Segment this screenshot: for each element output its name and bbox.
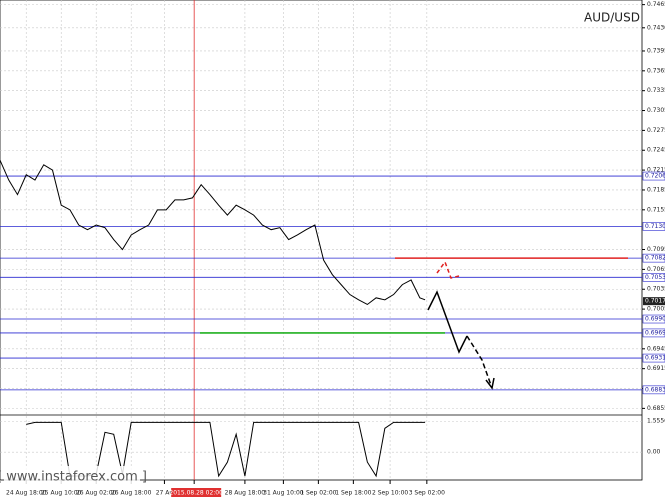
y-tick-label: 0.6855 [647, 405, 665, 412]
level-label: 0.6883 [645, 386, 665, 393]
y-tick-label: 0.7365 [647, 67, 665, 74]
y-tick-label: 0.7395 [647, 47, 665, 54]
level-label: 0.6990 [645, 316, 665, 323]
x-tick-label: 26 Aug 02:00 [76, 490, 117, 497]
level-label: 0.7130 [645, 223, 665, 230]
level-label-box [642, 314, 665, 324]
x-tick-label: 28 Aug 18:00 [225, 490, 266, 497]
arrow-head [485, 377, 495, 390]
y-tick-label: 0.7065 [647, 266, 665, 273]
level-label: 0.7082 [645, 255, 665, 262]
level-label-box [642, 222, 665, 231]
x-tick-highlight [171, 488, 222, 497]
level-label-box [642, 171, 665, 181]
x-tick-label: 1 Sep 18:00 [335, 490, 371, 497]
y-tick-label: 0.7035 [647, 286, 665, 293]
forecast-arrows [427, 260, 495, 390]
x-tick-label: 1 Sep 02:00 [300, 490, 336, 497]
y-tick-label: 0.6945 [647, 345, 665, 352]
level-label: 0.7206 [645, 173, 665, 180]
level-label-box [642, 253, 665, 263]
red-arrow [436, 260, 460, 279]
indicator-tick-label: 1.5556 [647, 418, 665, 425]
y-tick-label: 0.7245 [647, 147, 665, 154]
level-label: 0.6931 [645, 355, 665, 362]
plot-frame [0, 0, 643, 481]
y-tick-label: 0.7335 [647, 87, 665, 94]
black-dashed-arrow [466, 335, 493, 389]
y-tick-label: 0.7465 [647, 1, 665, 8]
current-price-label: 0.7017 [645, 298, 665, 305]
level-label-box [642, 273, 665, 282]
x-tick-label: 27 Au [156, 490, 174, 497]
watermark: [ www.instaforex.com ] [0, 470, 147, 485]
price-line [0, 159, 426, 306]
x-tick-label: 26 Aug 18:00 [111, 490, 152, 497]
x-tick-label: 31 Aug 10:00 [263, 490, 304, 497]
x-tick-label: 24 Aug 18:00 [6, 490, 47, 497]
level-label-box [642, 328, 665, 338]
y-tick-label: 0.7305 [647, 107, 665, 114]
current-price-box [643, 297, 665, 306]
level-label: 0.7053 [645, 274, 665, 281]
y-tick-label: 0.7155 [647, 206, 665, 213]
y-tick-label: 0.7275 [647, 127, 665, 134]
level-label-box [642, 353, 665, 363]
y-tick-label: 0.7185 [647, 186, 665, 193]
chart-title: AUD/USD [584, 11, 640, 25]
x-tick-label: 3 Sep 02:00 [409, 490, 445, 497]
indicator-tick-label: 0.00 [647, 449, 661, 456]
watermark-bg [4, 466, 140, 488]
x-tick-label: 25 Aug 10:00 [41, 490, 82, 497]
x-tick-label: 2 Sep 10:00 [372, 490, 408, 497]
y-tick-label: 0.7095 [647, 246, 665, 253]
black-arrow [427, 290, 468, 354]
y-tick-label: 0.6915 [647, 365, 665, 372]
level-label-box [642, 385, 665, 395]
x-tick-label: 2015.08.28 02:00 [169, 490, 223, 497]
y-tick-label: 0.7215 [647, 167, 665, 174]
level-label: 0.6969 [645, 329, 665, 336]
y-tick-label: 0.7005 [647, 306, 665, 313]
